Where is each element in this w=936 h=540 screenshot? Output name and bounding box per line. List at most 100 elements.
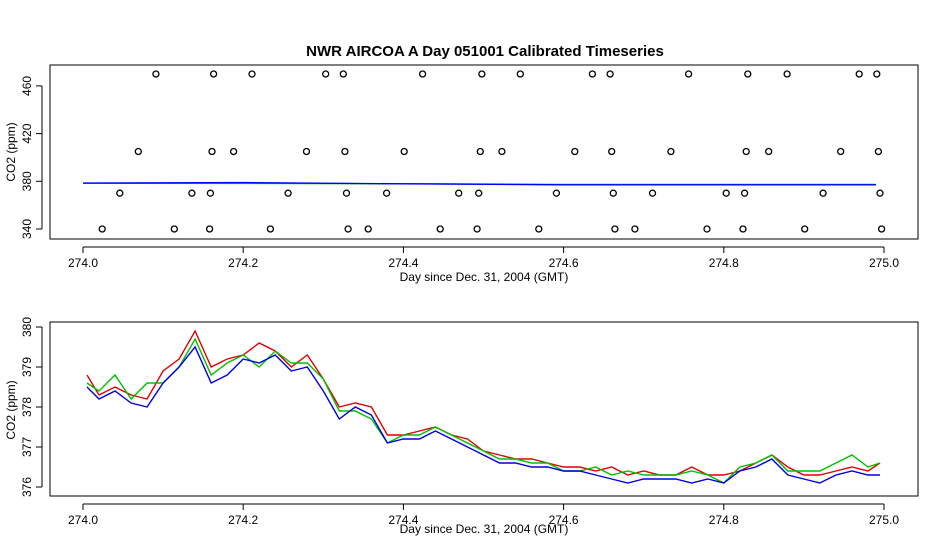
y-tick-label: 377 — [20, 437, 34, 457]
data-point — [855, 70, 863, 78]
data-point — [455, 189, 463, 197]
data-point — [765, 147, 773, 156]
data-point — [476, 147, 484, 156]
data-point — [837, 147, 845, 156]
data-point — [152, 70, 160, 78]
x-tick-label: 274.8 — [709, 513, 739, 527]
data-point — [473, 225, 481, 233]
data-point — [819, 189, 827, 197]
data-point — [205, 225, 214, 233]
data-point — [877, 225, 886, 233]
sample-points — [98, 70, 886, 233]
data-point — [284, 189, 292, 197]
data-point — [229, 147, 238, 156]
data-point — [516, 70, 524, 78]
x-axis-label-bottom: Day since Dec. 31, 2004 (GMT) — [400, 522, 569, 536]
data-point — [742, 147, 750, 156]
data-point — [588, 70, 597, 78]
data-point — [478, 70, 486, 78]
x-tick-label: 275.0 — [869, 513, 899, 527]
data-point — [801, 225, 809, 233]
series-line-2 — [86, 337, 881, 484]
y-tick-label: 376 — [20, 477, 34, 497]
data-point — [206, 189, 215, 197]
data-point — [344, 225, 352, 233]
series-lines-top — [82, 181, 876, 186]
y-tick-label: 378 — [20, 397, 34, 417]
x-axis-top: 274.0 274.2 274.4 274.6 274.8 275.0 — [68, 246, 899, 270]
data-point — [611, 225, 619, 233]
x-tick-label: 274.8 — [709, 256, 739, 270]
y-tick-label: 380 — [20, 171, 34, 191]
y-axis-bottom: 376 377 378 379 380 — [20, 317, 43, 497]
data-point — [739, 225, 747, 233]
data-point — [302, 147, 311, 156]
x-tick-label: 274.4 — [388, 256, 418, 270]
data-point — [342, 189, 351, 197]
panel-calibrated-timeseries: 274.0 274.2 274.4 274.6 274.8 275.0 340 380 420… — [4, 64, 919, 284]
data-point — [364, 225, 372, 233]
data-point — [667, 147, 675, 156]
x-tick-label: 274.6 — [549, 513, 579, 527]
data-point — [876, 189, 884, 197]
data-point — [134, 147, 142, 156]
y-tick-label: 420 — [20, 123, 34, 143]
data-point — [98, 225, 106, 233]
data-point — [552, 189, 561, 197]
data-point — [744, 70, 752, 78]
data-point — [703, 225, 711, 233]
data-point — [873, 70, 881, 78]
x-tick-label: 274.4 — [388, 513, 418, 527]
data-point — [648, 189, 657, 197]
y-tick-label: 380 — [20, 317, 34, 337]
panel-co2-detail: 274.0 274.2 274.4 274.6 274.8 275.0 376 377 378… — [4, 317, 919, 536]
x-tick-label: 275.0 — [869, 256, 899, 270]
x-axis-label-top: Day since Dec. 31, 2004 (GMT) — [400, 270, 569, 284]
x-axis-bottom: 274.0 274.2 274.4 274.6 274.8 275.0 — [68, 503, 899, 527]
data-point — [498, 147, 506, 156]
data-point — [609, 189, 617, 197]
data-point — [608, 147, 616, 156]
data-point — [382, 189, 391, 197]
data-point — [188, 189, 196, 197]
data-point — [418, 70, 427, 78]
data-point — [606, 70, 614, 78]
series-line-1 — [86, 329, 881, 476]
y-tick-label: 340 — [20, 219, 34, 239]
data-point — [684, 70, 693, 78]
data-point — [208, 147, 216, 156]
series-lines-bottom — [86, 329, 881, 484]
data-point — [116, 189, 124, 197]
data-point — [436, 225, 444, 233]
data-point — [266, 225, 275, 233]
chart-title: NWR AIRCOA A Day 051001 Calibrated Times… — [306, 43, 664, 60]
plot-frame-top — [49, 64, 919, 240]
data-point — [535, 225, 543, 233]
data-point — [874, 147, 883, 156]
data-point — [631, 225, 639, 233]
y-tick-label: 460 — [20, 76, 34, 96]
data-point — [475, 189, 483, 197]
data-point — [322, 70, 330, 78]
x-tick-label: 274.2 — [228, 513, 258, 527]
data-point — [341, 147, 349, 156]
data-point — [209, 70, 218, 78]
data-point — [248, 70, 256, 78]
series-line-3 — [86, 345, 880, 484]
y-axis-label-top: CO2 (ppm) — [4, 122, 18, 181]
plot-frame-bottom — [49, 321, 919, 497]
y-tick-label: 379 — [20, 357, 34, 377]
x-tick-label: 274.0 — [68, 513, 98, 527]
data-point — [783, 70, 791, 78]
x-tick-label: 274.6 — [549, 256, 579, 270]
y-axis-label-bottom: CO2 (ppm) — [4, 380, 18, 439]
y-axis-top: 340 380 420 460 — [20, 76, 43, 239]
x-tick-label: 274.0 — [68, 256, 98, 270]
data-point — [339, 70, 347, 78]
x-tick-label: 274.2 — [228, 256, 258, 270]
data-point — [170, 225, 178, 233]
data-point — [740, 189, 749, 197]
series-line-2 — [82, 181, 876, 186]
data-point — [571, 147, 579, 156]
